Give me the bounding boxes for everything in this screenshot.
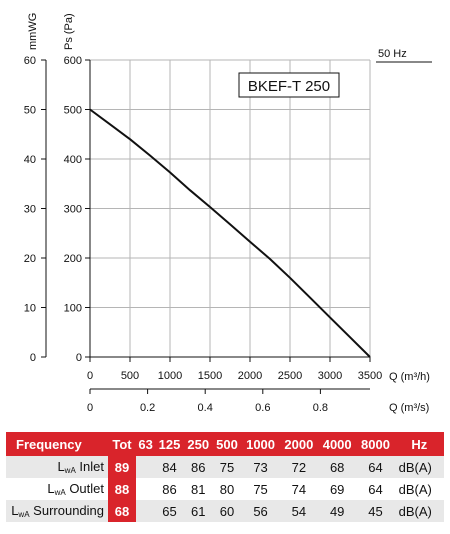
- table-cell: 80: [212, 478, 242, 500]
- table-cell: 61: [183, 500, 213, 522]
- x-tick-label: 0: [87, 370, 93, 382]
- y-right-axis-label: Ps (Pa): [63, 13, 75, 50]
- y-right-tick-label: 100: [64, 303, 82, 315]
- x-tick-label: 500: [121, 370, 139, 382]
- table-cell: 45: [356, 500, 395, 522]
- table-cell: 60: [212, 500, 242, 522]
- row-label: LwA Outlet: [6, 478, 108, 500]
- table-cell: 65: [155, 500, 184, 522]
- x-tick-label: 1500: [198, 370, 222, 382]
- header-2000: 2000: [279, 432, 319, 456]
- model-label: BKEF-T 250: [248, 78, 330, 95]
- chart-grid: [89, 59, 371, 358]
- header-frequency: Frequency: [6, 432, 108, 456]
- table-cell: 49: [318, 500, 357, 522]
- x-tick-label: 2500: [278, 370, 302, 382]
- x-tick-label: 3000: [318, 370, 342, 382]
- table-cell: 75: [212, 456, 242, 478]
- y-left-tick-label: 40: [24, 154, 36, 166]
- chart-series: [89, 108, 371, 358]
- x2-axis-label: Q (m³/s): [389, 402, 429, 414]
- table-cell: 72: [279, 456, 319, 478]
- header-250: 250: [183, 432, 213, 456]
- row-label: LwA Inlet: [6, 456, 108, 478]
- table-cell: 54: [279, 500, 319, 522]
- y-right-tick-label: 0: [76, 352, 82, 364]
- table-cell: 74: [279, 478, 319, 500]
- table-cell: 86: [183, 456, 213, 478]
- header-8000: 8000: [356, 432, 395, 456]
- tot-value: 68: [108, 500, 136, 522]
- header-1000: 1000: [241, 432, 280, 456]
- table-cell: 75: [241, 478, 280, 500]
- y-left-tick-label: 10: [24, 303, 36, 315]
- y-right-tick-label: 500: [64, 105, 82, 117]
- y-left-tick-label: 30: [24, 204, 36, 216]
- header-125: 125: [155, 432, 184, 456]
- table-cell: [136, 500, 156, 522]
- x2-tick-label: 0.8: [313, 402, 328, 414]
- table-cell: 64: [356, 478, 395, 500]
- y-left-tick-label: 0: [30, 352, 36, 364]
- y-left-tick-label: 20: [24, 253, 36, 265]
- table-cell: 68: [318, 456, 357, 478]
- y-right-tick-label: 300: [64, 204, 82, 216]
- fan-curve-line: [89, 108, 371, 358]
- x-tick-label: 1000: [158, 370, 182, 382]
- x2-tick-label: 0.6: [255, 402, 270, 414]
- y-right-tick-label: 600: [64, 55, 82, 67]
- sound-power-table: Frequency Tot 63 125 250 500 1000 2000 4…: [6, 432, 444, 522]
- table-cell: 73: [241, 456, 280, 478]
- table-row: LwA Inlet 89 84 86 75 73 72 68 64 dB(A): [6, 456, 444, 478]
- header-63: 63: [136, 432, 156, 456]
- tot-value: 89: [108, 456, 136, 478]
- y-left-axis-label: mmWG: [27, 13, 39, 50]
- table-cell: 56: [241, 500, 280, 522]
- table-header-row: Frequency Tot 63 125 250 500 1000 2000 4…: [6, 432, 444, 456]
- header-hz: Hz: [394, 432, 444, 456]
- table-cell: 69: [318, 478, 357, 500]
- y-right-tick-label: 400: [64, 154, 82, 166]
- header-4000: 4000: [318, 432, 357, 456]
- x-tick-label: 3500: [358, 370, 382, 382]
- y-right-tick-label: 200: [64, 253, 82, 265]
- unit-cell: dB(A): [394, 500, 444, 522]
- unit-cell: dB(A): [394, 478, 444, 500]
- header-tot: Tot: [108, 432, 136, 456]
- table-cell: [136, 478, 156, 500]
- x2-tick-label: 0: [87, 402, 93, 414]
- y-left-tick-label: 60: [24, 55, 36, 67]
- table-row: LwA Outlet 88 86 81 80 75 74 69 64 dB(A): [6, 478, 444, 500]
- table-cell: 64: [356, 456, 395, 478]
- x-tick-label: 2000: [238, 370, 262, 382]
- table-cell: 84: [155, 456, 184, 478]
- tot-value: 88: [108, 478, 136, 500]
- x2-tick-label: 0.4: [198, 402, 213, 414]
- table-cell: [136, 456, 156, 478]
- x2-tick-label: 0.2: [140, 402, 155, 414]
- x-axis-label: Q (m³/h): [389, 371, 430, 383]
- header-500: 500: [212, 432, 242, 456]
- table-row: LwA Surrounding 68 65 61 60 56 54 49 45 …: [6, 500, 444, 522]
- model-label-box: [238, 72, 340, 98]
- table-cell: 81: [183, 478, 213, 500]
- frequency-note: 50 Hz: [378, 48, 407, 60]
- table-cell: 86: [155, 478, 184, 500]
- y-left-tick-label: 50: [24, 105, 36, 117]
- row-label: LwA Surrounding: [6, 500, 108, 522]
- unit-cell: dB(A): [394, 456, 444, 478]
